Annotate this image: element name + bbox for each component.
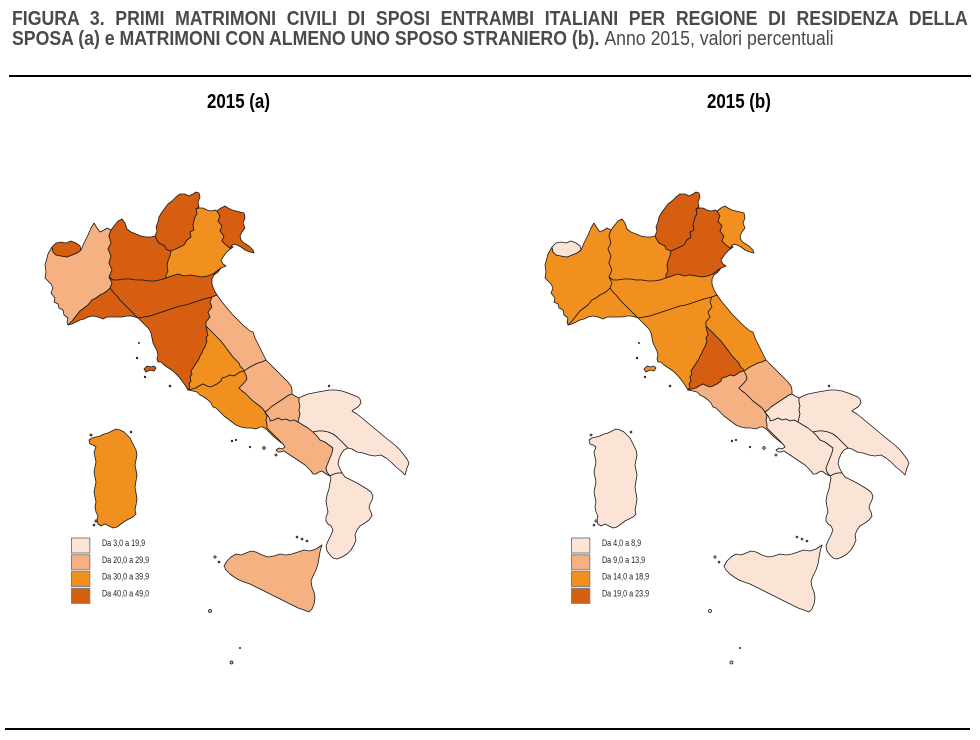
svg-text:Da 14,0 a 18,9: Da 14,0 a 18,9 bbox=[602, 572, 650, 582]
svg-text:Da 9,0 a 13,9: Da 9,0 a 13,9 bbox=[602, 555, 646, 565]
svg-text:Da 4,0 a 8,9: Da 4,0 a 8,9 bbox=[602, 538, 642, 548]
svg-text:Da 3,0 a 19,9: Da 3,0 a 19,9 bbox=[102, 538, 146, 548]
svg-text:Da 19,0 a 23,9: Da 19,0 a 23,9 bbox=[602, 589, 650, 599]
svg-text:Da 40,0 a 49,0: Da 40,0 a 49,0 bbox=[102, 589, 150, 599]
svg-text:Da 20,0 a 29,9: Da 20,0 a 29,9 bbox=[102, 555, 150, 565]
svg-text:Da 30,0 a 39,9: Da 30,0 a 39,9 bbox=[102, 572, 150, 582]
